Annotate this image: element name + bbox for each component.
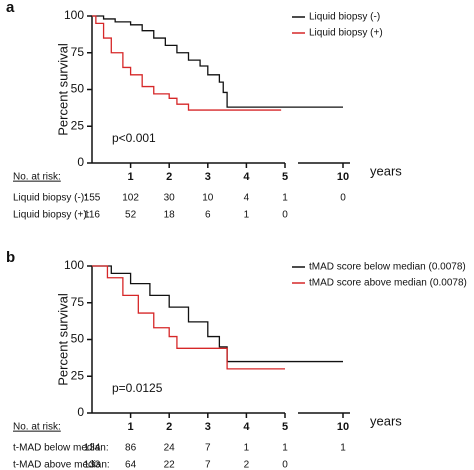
y-tick-label: 50 xyxy=(71,82,85,96)
x-tick-label: 3 xyxy=(205,421,211,433)
risk-table-title: No. at risk: xyxy=(13,422,61,433)
risk-count: 10 xyxy=(202,193,214,204)
y-tick-label: 25 xyxy=(71,118,85,132)
risk-count: 1 xyxy=(244,210,250,221)
x-axis-label: years xyxy=(370,163,402,178)
x-tick-label: 1 xyxy=(128,421,134,433)
risk-count: 24 xyxy=(164,443,176,454)
risk-count: 1 xyxy=(282,443,288,454)
risk-count: 7 xyxy=(205,443,211,454)
risk-count: 0 xyxy=(340,193,346,204)
legend-label: tMAD score above median (0.0078) xyxy=(309,278,467,289)
risk-row-label: t-MAD above median: xyxy=(13,460,110,470)
risk-count: 116 xyxy=(84,210,100,221)
risk-count: 7 xyxy=(205,460,211,470)
risk-count: 134 xyxy=(84,443,101,454)
x-tick-label: 1 xyxy=(128,171,134,183)
x-tick-label: 3 xyxy=(205,171,211,183)
y-tick-label: 0 xyxy=(77,155,84,169)
risk-count: 30 xyxy=(164,193,176,204)
risk-count: 18 xyxy=(164,210,176,221)
risk-count: 2 xyxy=(244,460,250,470)
risk-count: 86 xyxy=(125,443,137,454)
x-tick-label: 4 xyxy=(243,421,250,433)
risk-count: 133 xyxy=(84,460,101,470)
x-tick-label: 10 xyxy=(337,421,349,433)
y-tick-label: 75 xyxy=(71,45,85,59)
risk-row-label: t-MAD below median: xyxy=(13,443,109,454)
x-tick-label: 5 xyxy=(282,171,288,183)
x-tick-label: 2 xyxy=(166,421,172,433)
y-tick-label: 50 xyxy=(71,332,85,346)
y-tick-label: 25 xyxy=(71,368,85,382)
risk-count: 22 xyxy=(164,460,176,470)
annotation: p<0.001 xyxy=(112,131,156,145)
y-tick-label: 0 xyxy=(77,405,84,419)
risk-count: 6 xyxy=(205,210,211,221)
survival-curve xyxy=(92,265,343,363)
y-tick-label: 100 xyxy=(64,8,84,22)
legend-label: Liquid biopsy (-) xyxy=(309,12,380,23)
y-axis-label: Percent survival xyxy=(55,43,70,136)
x-tick-label: 5 xyxy=(282,421,288,433)
risk-count: 0 xyxy=(282,460,288,470)
risk-row-label: Liquid biopsy (-): xyxy=(13,193,87,204)
x-tick-label: 4 xyxy=(243,171,250,183)
survival-curve xyxy=(92,15,343,108)
annotation: p=0.0125 xyxy=(112,381,163,395)
risk-count: 52 xyxy=(125,210,137,221)
risk-count: 4 xyxy=(244,193,250,204)
y-tick-label: 100 xyxy=(64,258,84,272)
legend-label: tMAD score below median (0.0078) xyxy=(309,262,466,273)
panel-label: b xyxy=(6,249,15,266)
panel-label: a xyxy=(6,0,15,16)
risk-count: 1 xyxy=(282,193,288,204)
risk-table-title: No. at risk: xyxy=(13,172,61,183)
y-tick-label: 75 xyxy=(71,295,85,309)
risk-count: 0 xyxy=(282,210,288,221)
x-tick-label: 10 xyxy=(337,171,349,183)
risk-count: 1 xyxy=(340,443,346,454)
survival-curve xyxy=(92,15,282,111)
risk-row-label: Liquid biopsy (+): xyxy=(13,210,89,221)
y-axis-label: Percent survival xyxy=(55,293,70,386)
risk-count: 64 xyxy=(125,460,137,470)
x-tick-label: 2 xyxy=(166,171,172,183)
risk-count: 155 xyxy=(84,193,101,204)
risk-count: 102 xyxy=(122,193,139,204)
x-axis-label: years xyxy=(370,413,402,428)
survival-curve xyxy=(92,265,285,370)
legend-label: Liquid biopsy (+) xyxy=(309,28,383,39)
risk-count: 1 xyxy=(244,443,250,454)
